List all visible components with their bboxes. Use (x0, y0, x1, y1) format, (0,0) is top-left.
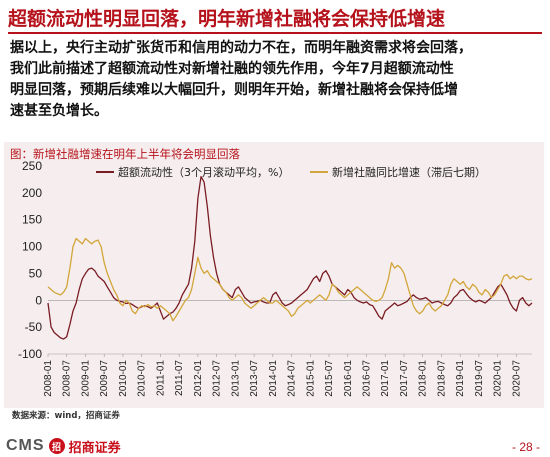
title-divider (8, 32, 542, 34)
x-tick-label: 2014-01 (268, 360, 279, 397)
x-tick-label: 2009-07 (99, 360, 110, 397)
x-tick-label: 2009-01 (80, 360, 91, 397)
x-tick-label: 2008-07 (62, 360, 73, 397)
y-tick-label: 250 (22, 159, 42, 173)
logo-badge-icon: 招 (48, 438, 65, 454)
x-tick-label: 2011-01 (155, 360, 166, 396)
x-tick-label: 2012-07 (212, 360, 223, 397)
y-tick-label: 50 (29, 266, 43, 280)
series-line-2 (47, 237, 533, 322)
x-tick-label: 2015-07 (324, 360, 335, 397)
chart-panel: 图：新增社融增速在明年上半年将会明显回落 250 200 150 100 50 0 -50 -… (4, 142, 544, 408)
body-paragraph: 据以上，央行主动扩张货币和信用的动力不在，而明年融资需求将会回落， 我们此前描述… (10, 38, 540, 122)
y-tick-label: 200 (22, 186, 42, 200)
x-tick-label: 2019-07 (474, 360, 485, 397)
y-tick-label: 150 (22, 213, 42, 227)
logo-text: CMS (6, 437, 45, 454)
y-tick-label: -50 (25, 320, 43, 334)
x-tick-label: 2011-07 (174, 360, 185, 396)
x-tick-label: 2017-01 (380, 360, 391, 397)
x-tick-label: 2010-07 (137, 360, 148, 397)
body-line: 明显回落，预期后续难以大幅回升，则明年开始，新增社融将会保持低增 (10, 82, 458, 98)
page-number: - 28 - (511, 440, 540, 454)
x-tick-label: 2016-01 (343, 360, 354, 397)
x-tick-label: 2010-01 (118, 360, 129, 397)
x-tick-label: 2018-07 (436, 360, 447, 397)
x-tick-label: 2018-01 (418, 360, 429, 397)
y-tick-label: 0 (35, 293, 42, 307)
legend-label-1: 超额流动性（3个月滚动平均，%） (118, 165, 289, 179)
x-tick-label: 2016-07 (362, 360, 373, 397)
x-tick-label: 2013-07 (249, 360, 260, 397)
x-tick-label: 2017-07 (399, 360, 410, 397)
x-tick-label: 2020-07 (511, 360, 522, 397)
chart-title: 图：新增社融增速在明年上半年将会明显回落 (10, 147, 240, 161)
y-tick-label: -100 (18, 347, 42, 361)
x-tick-label: 2013-01 (230, 360, 241, 397)
x-tick-label: 2008-01 (43, 360, 54, 397)
x-tick-label: 2014-07 (287, 360, 298, 397)
cms-logo: CMS 招 招商证券 (6, 437, 121, 456)
slide-title: 超额流动性明显回落，明年新增社融将会保持低增速 (8, 8, 446, 30)
x-tick-label: 2020-01 (493, 360, 504, 397)
legend-label-2: 新增社融同比增速（滞后七期） (332, 165, 486, 179)
body-line: 据以上，央行主动扩张货币和信用的动力不在，而明年融资需求将会回落， (10, 40, 472, 56)
x-tick-label: 2012-01 (193, 360, 204, 397)
x-tick-label: 2019-01 (455, 360, 466, 397)
logo-company-name: 招商证券 (68, 440, 121, 456)
body-line: 速甚至负增长。 (10, 103, 108, 119)
data-source-note: 数据来源：wind，招商证券 (12, 411, 120, 421)
body-line: 我们此前描述了超额流动性对新增社融的领先作用，今年7月超额流动性 (10, 61, 454, 77)
x-tick-label: 2015-01 (305, 360, 316, 397)
y-tick-label: 100 (22, 240, 42, 254)
